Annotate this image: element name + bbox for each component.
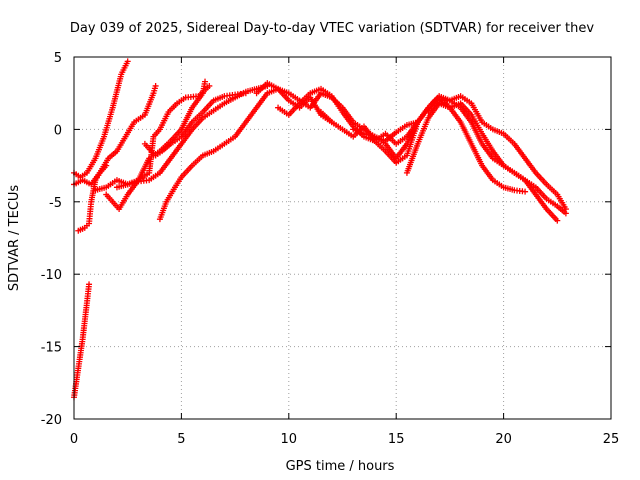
x-tick-label: 20 — [495, 432, 512, 447]
data-point — [124, 58, 131, 65]
series-arc-2 — [75, 162, 110, 234]
y-tick-label: 0 — [54, 123, 62, 138]
plot-frame — [73, 56, 612, 420]
series-arc-15 — [425, 93, 569, 213]
y-tick-label: -5 — [49, 196, 62, 211]
data-point — [206, 82, 213, 89]
chart-title: Day 039 of 2025, Sidereal Day-to-day VTE… — [70, 21, 594, 36]
data-points — [71, 58, 569, 401]
data-point — [152, 82, 159, 89]
x-axis-label: GPS time / hours — [286, 459, 395, 474]
axis-ticks: 0 5 10 15 20 25 -20 -15 -10 -5 0 5 — [41, 51, 620, 447]
y-tick-label: -20 — [41, 413, 62, 428]
series-arc-8 — [113, 82, 271, 191]
data-point — [554, 217, 561, 224]
y-axis-label: SDTVAR / TECUs — [7, 185, 22, 292]
y-tick-label: -10 — [41, 268, 62, 283]
y-tick-label: 5 — [54, 51, 62, 66]
series-arc-12 — [318, 94, 529, 195]
x-tick-label: 25 — [603, 432, 620, 447]
series-arc-1 — [71, 281, 93, 401]
data-point — [522, 188, 529, 195]
x-tick-label: 0 — [70, 432, 78, 447]
data-point — [562, 206, 569, 213]
data-point — [202, 78, 209, 85]
x-tick-label: 5 — [177, 432, 185, 447]
series-arc-14 — [403, 100, 569, 217]
data-point — [86, 281, 93, 288]
series-arc-4 — [71, 82, 159, 188]
x-tick-label: 10 — [281, 432, 298, 447]
y-tick-label: -15 — [41, 341, 62, 356]
x-tick-label: 15 — [388, 432, 405, 447]
